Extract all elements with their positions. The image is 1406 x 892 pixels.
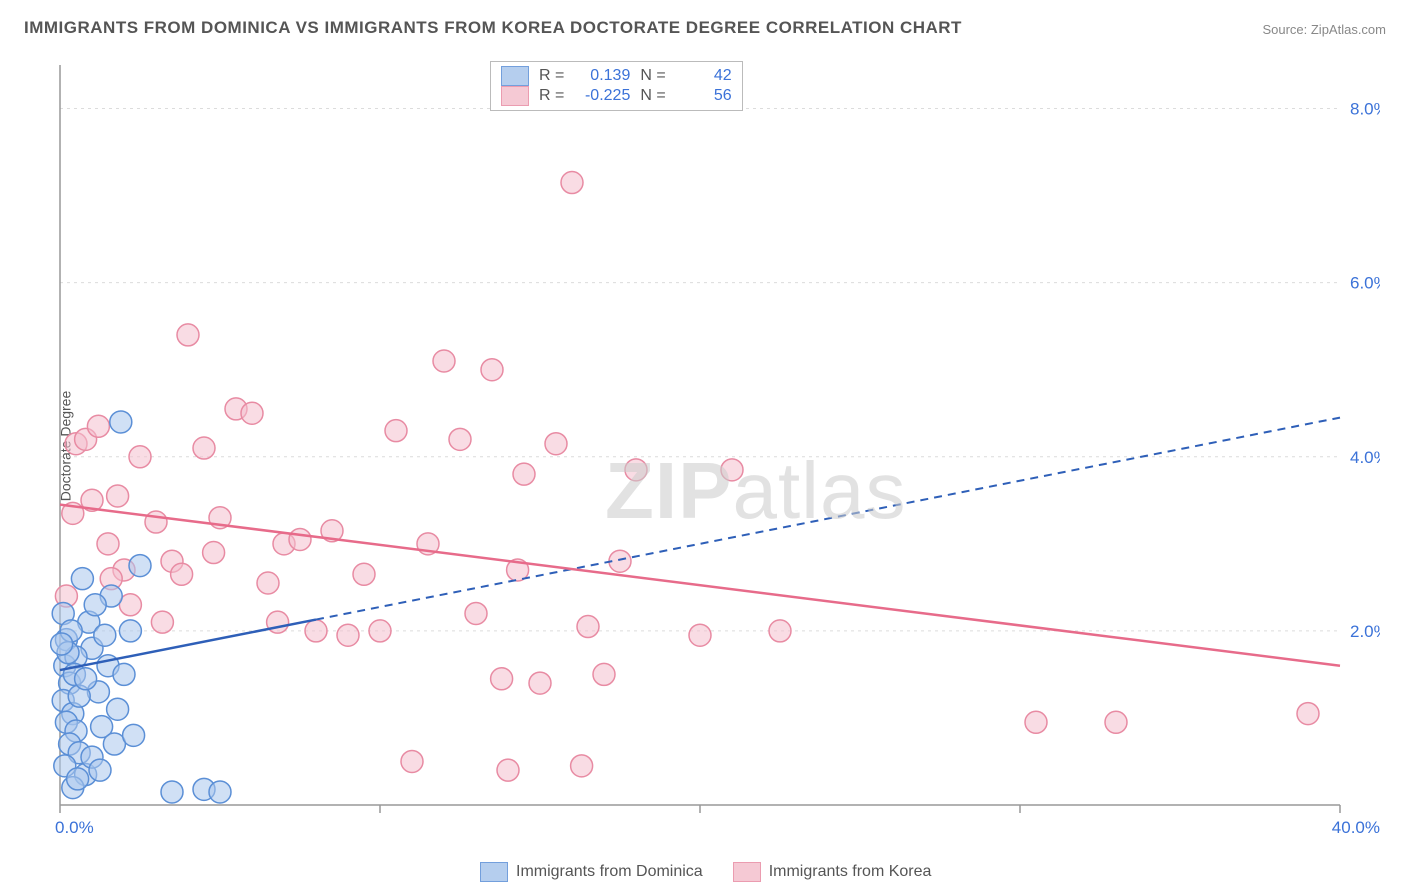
legend-row-korea: R = -0.225 N = 56: [501, 86, 732, 106]
scatter-plot: 2.0% 4.0% 6.0% 8.0% 0.0% 40.0%: [50, 55, 1380, 887]
n-value-dominica: 42: [676, 67, 732, 85]
svg-text:40.0%: 40.0%: [1332, 818, 1380, 837]
svg-text:6.0%: 6.0%: [1350, 274, 1380, 293]
svg-text:0.0%: 0.0%: [55, 818, 94, 837]
legend-row-dominica: R = 0.139 N = 42: [501, 66, 732, 86]
svg-text:4.0%: 4.0%: [1350, 448, 1380, 467]
series-name-korea: Immigrants from Korea: [769, 863, 932, 881]
svg-text:2.0%: 2.0%: [1350, 622, 1380, 641]
source-attribution: Source: ZipAtlas.com: [1262, 22, 1386, 37]
correlation-legend: R = 0.139 N = 42 R = -0.225 N = 56: [490, 61, 743, 111]
n-value-korea: 56: [676, 87, 732, 105]
n-label: N =: [640, 67, 665, 85]
r-value-dominica: 0.139: [574, 67, 630, 85]
n-label: N =: [640, 87, 665, 105]
legend-item-korea: Immigrants from Korea: [733, 862, 932, 882]
source-prefix: Source:: [1262, 22, 1310, 37]
swatch-korea: [733, 862, 761, 882]
source-link[interactable]: ZipAtlas.com: [1311, 22, 1386, 37]
series-name-dominica: Immigrants from Dominica: [516, 863, 703, 881]
r-value-korea: -0.225: [574, 87, 630, 105]
r-label: R =: [539, 67, 564, 85]
legend-item-dominica: Immigrants from Dominica: [480, 862, 703, 882]
series-legend: Immigrants from Dominica Immigrants from…: [480, 862, 931, 882]
swatch-korea: [501, 86, 529, 106]
chart-title: IMMIGRANTS FROM DOMINICA VS IMMIGRANTS F…: [24, 18, 962, 38]
chart-area: 2.0%4.0%6.0%8.0%0.0%40.0% ZIPatlas R = 0…: [50, 55, 1380, 825]
swatch-dominica: [501, 66, 529, 86]
swatch-dominica: [480, 862, 508, 882]
r-label: R =: [539, 87, 564, 105]
svg-text:8.0%: 8.0%: [1350, 100, 1380, 119]
